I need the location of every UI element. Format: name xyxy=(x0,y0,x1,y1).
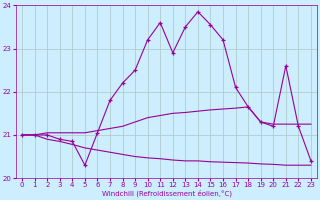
X-axis label: Windchill (Refroidissement éolien,°C): Windchill (Refroidissement éolien,°C) xyxy=(101,190,232,197)
